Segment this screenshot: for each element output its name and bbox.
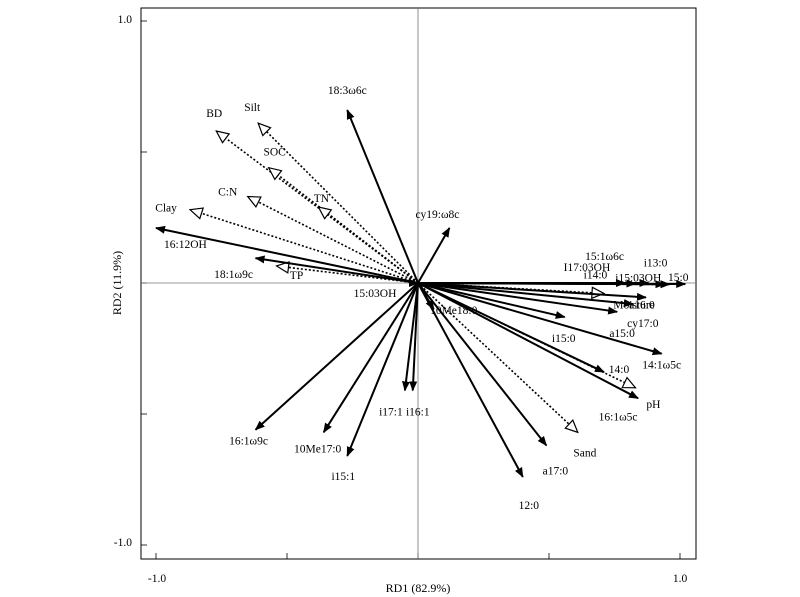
species-label-14-1w5c: 14:1ω5c (642, 360, 681, 372)
y-axis-label: RD2 (11.9%) (110, 251, 124, 315)
species-label-16-1w5c: 16:1ω5c (599, 411, 638, 423)
y-tick-top: 1.0 (118, 14, 133, 26)
species-arrow-i15-1 (346, 282, 419, 457)
species-arrow-i17-1 (402, 282, 419, 392)
species-label-i15-1: i15:1 (331, 471, 355, 483)
species-arrow-10me18-0 (417, 282, 435, 311)
plot-frame (140, 7, 697, 560)
species-label-18-3w6c: 18:3ω6c (328, 85, 367, 97)
x-axis-label: RD1 (82.9%) (386, 581, 451, 595)
env-label-c-n: C:N (218, 187, 238, 199)
species-arrow-i15-0 (417, 282, 566, 319)
species-label-15-03oh: 15:03OH (354, 288, 397, 300)
env-label-soc: SOC (263, 147, 286, 159)
env-arrow-silt (258, 123, 419, 284)
env-label-bd: BD (206, 108, 222, 120)
species-arrow-10me17-0 (322, 282, 419, 434)
env-arrow-soc (269, 168, 419, 284)
env-label-tn: TN (314, 193, 330, 205)
species-arrow-cy19-w8c (417, 227, 451, 284)
species-label-10me18-0: 10Me18:0 (430, 305, 478, 317)
x-tick-right: 1.0 (673, 573, 688, 585)
species-arrow-a16-0 (417, 282, 647, 301)
species-label-12-0: 12:0 (519, 500, 540, 512)
species-arrow-a17-0 (417, 282, 548, 447)
species-label-a16-0: a16:0 (629, 299, 655, 311)
species-label-i13-0: i13:0 (644, 257, 668, 269)
arrow-labels: Silt BD SOC C:N TN Clay TP Moisture pH Sand 18:3ω6… (155, 85, 689, 512)
x-tick-left: -1.0 (148, 573, 166, 585)
species-label-i15-03oh: i15:03OH (615, 272, 661, 284)
species-arrows (155, 109, 687, 478)
species-label-16-12oh: 16:12OH (164, 239, 207, 251)
species-arrow-18-1w9c (254, 255, 419, 284)
species-label-i16-1: i16:1 (406, 406, 430, 418)
species-label-i14-0: i14:0 (584, 270, 608, 282)
species-arrow-16-1w5c (417, 282, 639, 400)
env-label-sand: Sand (573, 447, 596, 459)
species-label-i17-1: i17:1 (379, 406, 403, 418)
species-label-i17-03oh: I17:03OH (564, 262, 611, 274)
species-arrow-i16-1 (409, 282, 419, 392)
species-arrow-16-1w9c (254, 282, 419, 431)
species-arrow-16-12oh (155, 225, 419, 284)
species-label-10me17-0: 10Me17:0 (294, 443, 342, 455)
species-arrow-cy17-0 (417, 282, 634, 308)
species-arrow-15-0 (417, 280, 687, 289)
env-label-moisture: Moisture (613, 299, 655, 311)
species-label-cy19-w8c: cy19:ω8c (415, 209, 459, 221)
env-arrow-tn (318, 207, 419, 284)
species-label-16-1w9c: 16:1ω9c (229, 436, 268, 448)
species-arrow-14-0 (417, 282, 605, 373)
species-label-i15-0: i15:0 (552, 333, 576, 345)
env-arrow-sand (417, 282, 578, 432)
species-arrow-14-1w5c (417, 282, 663, 356)
species-label-cy17-0: cy17:0 (627, 318, 659, 330)
species-arrow-18-3w6c (346, 109, 419, 284)
env-label-clay: Clay (155, 203, 177, 215)
species-label-14-0: 14:0 (609, 364, 630, 376)
species-arrow-12-0 (417, 282, 524, 478)
species-label-18-1w9c: 18:1ω9c (214, 269, 253, 281)
y-tick-bottom: -1.0 (114, 537, 132, 549)
species-label-a17-0: a17:0 (543, 465, 569, 477)
species-label-15-0: 15:0 (668, 272, 689, 284)
env-label-tp: TP (290, 270, 303, 282)
env-label-ph: pH (646, 399, 660, 411)
species-label-15-1w6c: 15:1ω6c (585, 251, 624, 263)
species-label-a15-0: a15:0 (609, 328, 635, 340)
species-arrow-a15-0 (417, 282, 619, 315)
env-label-silt: Silt (244, 102, 261, 114)
